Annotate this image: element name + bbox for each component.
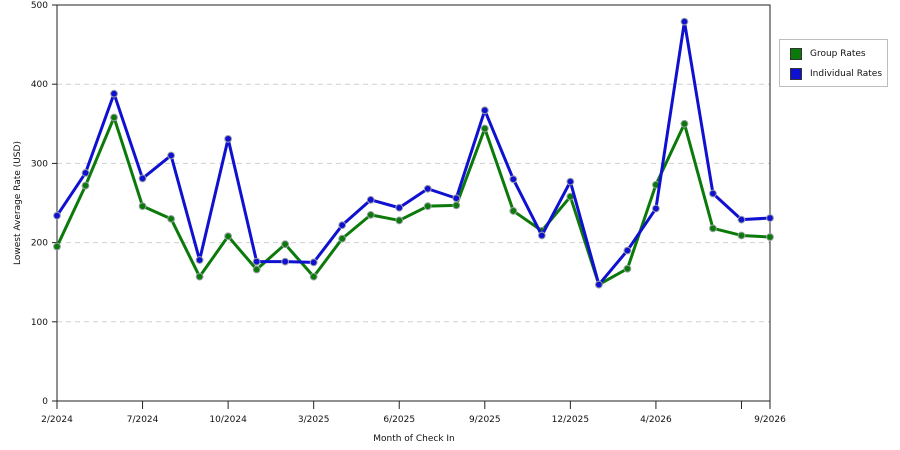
data-point-group-rates <box>81 181 90 190</box>
data-point-group-rates <box>252 265 261 274</box>
legend-item-group-rates: Group Rates <box>790 47 866 61</box>
y-tick-label: 0 <box>42 397 48 407</box>
y-tick-label: 500 <box>31 1 48 11</box>
data-point-group-rates <box>623 264 632 273</box>
x-axis-label: Month of Check In <box>373 434 455 444</box>
data-point-individual-rates <box>366 195 375 204</box>
data-point-individual-rates <box>195 256 204 264</box>
legend-item-individual-rates: Individual Rates <box>790 67 882 81</box>
x-tick-label: 3/2025 <box>298 415 330 425</box>
data-point-group-rates <box>338 234 347 243</box>
data-point-individual-rates <box>252 257 261 266</box>
data-point-individual-rates <box>737 215 746 224</box>
series-line-group-rates <box>55 115 771 287</box>
x-tick-label: 6/2025 <box>383 415 415 425</box>
data-point-individual-rates <box>81 169 90 177</box>
data-point-individual-rates <box>509 175 518 184</box>
data-point-group-rates <box>737 231 746 240</box>
x-tick-label: 2/2024 <box>41 415 73 425</box>
gridlines <box>57 83 770 323</box>
data-point-group-rates <box>480 124 489 133</box>
data-point-individual-rates <box>338 221 347 230</box>
y-tick-label: 300 <box>31 159 48 169</box>
y-tick-label: 200 <box>31 239 48 249</box>
data-point-individual-rates <box>452 194 461 203</box>
data-point-group-rates <box>509 207 518 215</box>
data-point-individual-rates <box>138 174 147 183</box>
x-axis-ticks: 2/2024 7/2024 10/2024 3/2025 6/2025 9/2025 12/… <box>41 401 786 425</box>
data-point-individual-rates <box>395 203 404 212</box>
data-point-individual-rates <box>680 17 689 26</box>
data-point-individual-rates <box>652 204 660 213</box>
data-point-group-rates <box>110 113 118 122</box>
x-tick-label: 10/2024 <box>209 415 247 425</box>
data-point-group-rates <box>766 233 774 241</box>
y-tick-label: 100 <box>31 318 48 328</box>
data-point-group-rates <box>366 210 375 219</box>
series-line-individual-rates <box>55 20 771 287</box>
data-point-group-rates <box>53 242 61 251</box>
data-point-individual-rates <box>423 184 432 193</box>
data-point-individual-rates <box>623 246 632 255</box>
data-point-individual-rates <box>480 106 489 115</box>
data-point-individual-rates <box>224 134 233 143</box>
data-point-group-rates <box>423 202 432 211</box>
legend: Group Rates Individual Rates <box>779 39 888 87</box>
data-point-group-rates <box>195 272 204 281</box>
legend-label: Individual Rates <box>810 69 883 79</box>
legend-swatch-group-rates <box>790 48 802 60</box>
x-tick-label: 9/2025 <box>469 415 501 425</box>
data-point-group-rates <box>309 272 318 281</box>
data-point-individual-rates <box>309 258 318 267</box>
data-point-group-rates <box>281 240 290 249</box>
data-point-group-rates <box>138 202 147 211</box>
x-tick-label: 9/2026 <box>754 415 786 425</box>
data-point-group-rates <box>395 216 404 225</box>
series-lines <box>53 17 774 289</box>
data-point-individual-rates <box>53 211 61 220</box>
x-tick-label: 7/2024 <box>127 415 159 425</box>
data-point-individual-rates <box>709 189 717 198</box>
data-point-group-rates <box>167 214 175 223</box>
data-point-individual-rates <box>167 151 175 160</box>
data-point-individual-rates <box>281 257 290 266</box>
data-point-individual-rates <box>766 214 774 222</box>
plot-area-frame <box>56 4 771 402</box>
data-point-individual-rates <box>537 231 546 240</box>
x-tick-label: 12/2025 <box>552 415 589 425</box>
legend-label: Group Rates <box>810 49 866 59</box>
data-point-group-rates <box>224 232 233 241</box>
y-tick-label: 400 <box>31 80 48 90</box>
x-tick-label: 4/2026 <box>640 415 672 425</box>
y-axis-ticks: 0 100 200 300 400 500 <box>31 1 57 407</box>
data-point-individual-rates <box>594 280 603 289</box>
data-point-individual-rates <box>110 89 118 98</box>
legend-swatch-individual-rates <box>790 68 802 80</box>
data-point-group-rates <box>680 119 689 128</box>
y-axis-label: Lowest Average Rate (USD) <box>13 141 23 265</box>
data-point-group-rates <box>452 201 461 210</box>
data-point-individual-rates <box>566 177 575 186</box>
data-point-group-rates <box>709 224 717 233</box>
